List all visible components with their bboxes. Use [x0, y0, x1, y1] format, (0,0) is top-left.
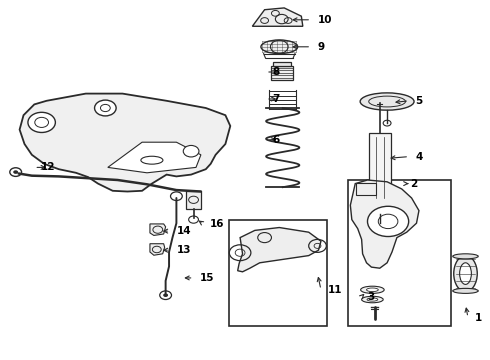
- Text: 11: 11: [327, 285, 342, 295]
- Bar: [369, 133, 391, 205]
- Circle shape: [95, 100, 116, 116]
- Ellipse shape: [367, 288, 378, 292]
- Circle shape: [28, 112, 55, 132]
- Ellipse shape: [141, 156, 163, 164]
- Text: 10: 10: [318, 15, 332, 25]
- Circle shape: [163, 293, 168, 297]
- Bar: [271, 66, 293, 80]
- Bar: [356, 183, 376, 195]
- Bar: [229, 220, 327, 326]
- Ellipse shape: [360, 93, 414, 110]
- Circle shape: [183, 145, 199, 157]
- Text: 16: 16: [210, 219, 224, 229]
- Polygon shape: [150, 244, 165, 255]
- Polygon shape: [252, 8, 303, 26]
- Text: 5: 5: [416, 96, 423, 106]
- Polygon shape: [350, 180, 419, 268]
- Polygon shape: [150, 224, 166, 235]
- Bar: [366, 204, 393, 214]
- Text: 2: 2: [411, 179, 418, 189]
- Ellipse shape: [453, 288, 478, 293]
- Ellipse shape: [453, 254, 478, 259]
- Ellipse shape: [460, 263, 471, 284]
- Polygon shape: [20, 94, 230, 192]
- Ellipse shape: [362, 296, 383, 303]
- Bar: [348, 180, 451, 326]
- Ellipse shape: [261, 40, 297, 54]
- Text: 9: 9: [318, 42, 325, 52]
- Text: 6: 6: [272, 135, 280, 145]
- Text: 15: 15: [200, 273, 215, 283]
- Text: 8: 8: [272, 67, 280, 77]
- Ellipse shape: [361, 286, 384, 293]
- Text: 4: 4: [416, 152, 423, 162]
- Text: 3: 3: [368, 292, 375, 302]
- Circle shape: [13, 170, 18, 174]
- Ellipse shape: [367, 298, 378, 301]
- Text: 13: 13: [176, 245, 191, 255]
- Text: 14: 14: [176, 226, 191, 236]
- Text: 7: 7: [272, 94, 280, 104]
- Circle shape: [368, 206, 409, 237]
- Polygon shape: [108, 142, 201, 173]
- Polygon shape: [238, 228, 321, 272]
- Ellipse shape: [454, 256, 477, 292]
- Ellipse shape: [369, 96, 406, 107]
- Bar: [186, 191, 201, 209]
- Bar: [273, 62, 291, 66]
- Text: 12: 12: [41, 162, 55, 172]
- Text: 1: 1: [474, 312, 482, 323]
